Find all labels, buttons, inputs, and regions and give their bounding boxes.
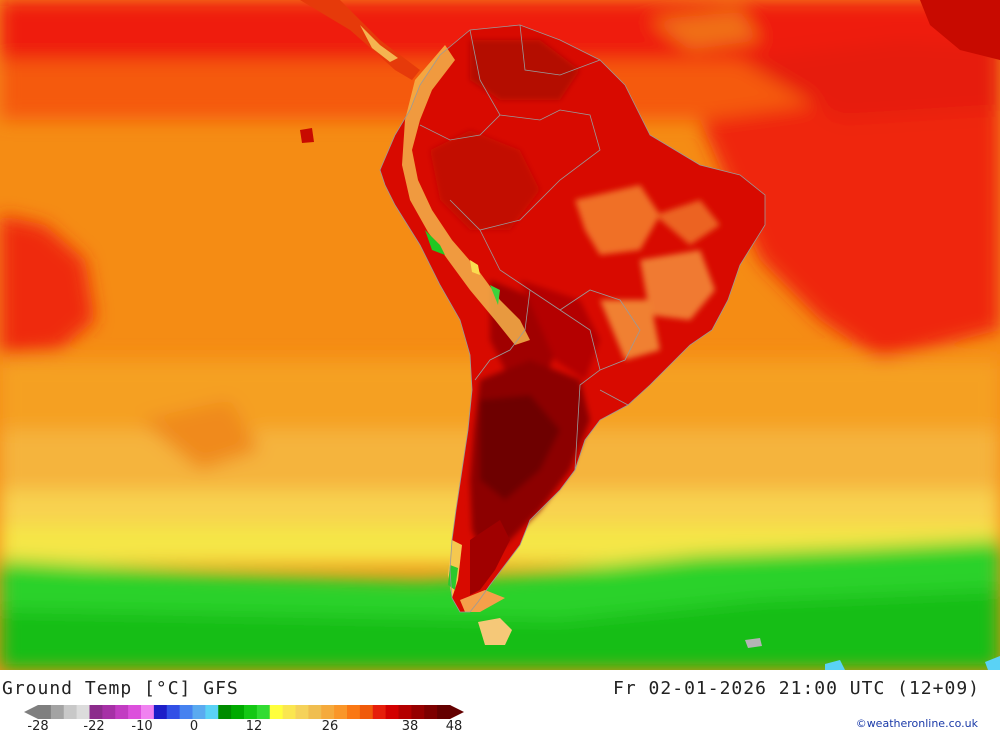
legend-swatch	[102, 705, 116, 719]
legend-swatch	[359, 705, 374, 719]
credit-link[interactable]: ©weatheronline.co.uk	[855, 717, 978, 730]
legend-tick-label: 48	[445, 719, 463, 734]
legend-swatch	[192, 705, 206, 719]
legend-tick-label: -28	[27, 719, 49, 734]
legend-swatch	[308, 705, 322, 719]
legend-swatch	[437, 705, 451, 719]
legend-swatch	[218, 705, 232, 719]
legend-swatch	[153, 705, 168, 719]
map-title: Ground Temp [°C] GFS	[2, 678, 239, 699]
legend-swatch	[411, 705, 425, 719]
legend-swatch	[115, 705, 129, 719]
legend-swatch	[321, 705, 335, 719]
legend-swatch	[50, 705, 65, 719]
legend-swatch	[385, 705, 399, 719]
legend-swatch	[76, 705, 90, 719]
legend-swatch	[372, 705, 387, 719]
legend-swatch	[256, 705, 271, 719]
legend-swatch	[128, 705, 142, 719]
legend-swatch	[63, 705, 78, 719]
map-footer	[0, 670, 1000, 733]
legend-tick-label: 0	[189, 719, 199, 734]
temperature-map	[0, 0, 1000, 670]
legend-swatch	[334, 705, 348, 719]
legend-swatch	[295, 705, 309, 719]
legend-tick-label: -10	[131, 719, 153, 734]
legend-tick-label: 38	[401, 719, 419, 734]
temperature-color-legend	[24, 705, 464, 719]
legend-tick-label: -22	[83, 719, 105, 734]
country-borders	[379, 24, 766, 613]
legend-swatch	[244, 705, 258, 719]
legend-swatch	[179, 705, 193, 719]
legend-swatch	[282, 705, 296, 719]
legend-swatch	[398, 705, 412, 719]
legend-swatch	[89, 705, 103, 719]
legend-swatch	[269, 705, 284, 719]
legend-tick-label: 26	[321, 719, 339, 734]
legend-swatch	[205, 705, 219, 719]
legend-swatch	[166, 705, 181, 719]
legend-swatch	[231, 705, 245, 719]
legend-tick-label: 12	[245, 719, 263, 734]
legend-swatch	[141, 705, 155, 719]
map-datetime: Fr 02-01-2026 21:00 UTC (12+09)	[613, 678, 980, 699]
legend-arrow-left	[24, 705, 38, 719]
falkland-islands	[745, 638, 762, 648]
legend-arrow-right	[450, 705, 464, 719]
legend-swatch	[424, 705, 438, 719]
legend-swatch	[347, 705, 361, 719]
legend-swatch	[38, 705, 52, 719]
